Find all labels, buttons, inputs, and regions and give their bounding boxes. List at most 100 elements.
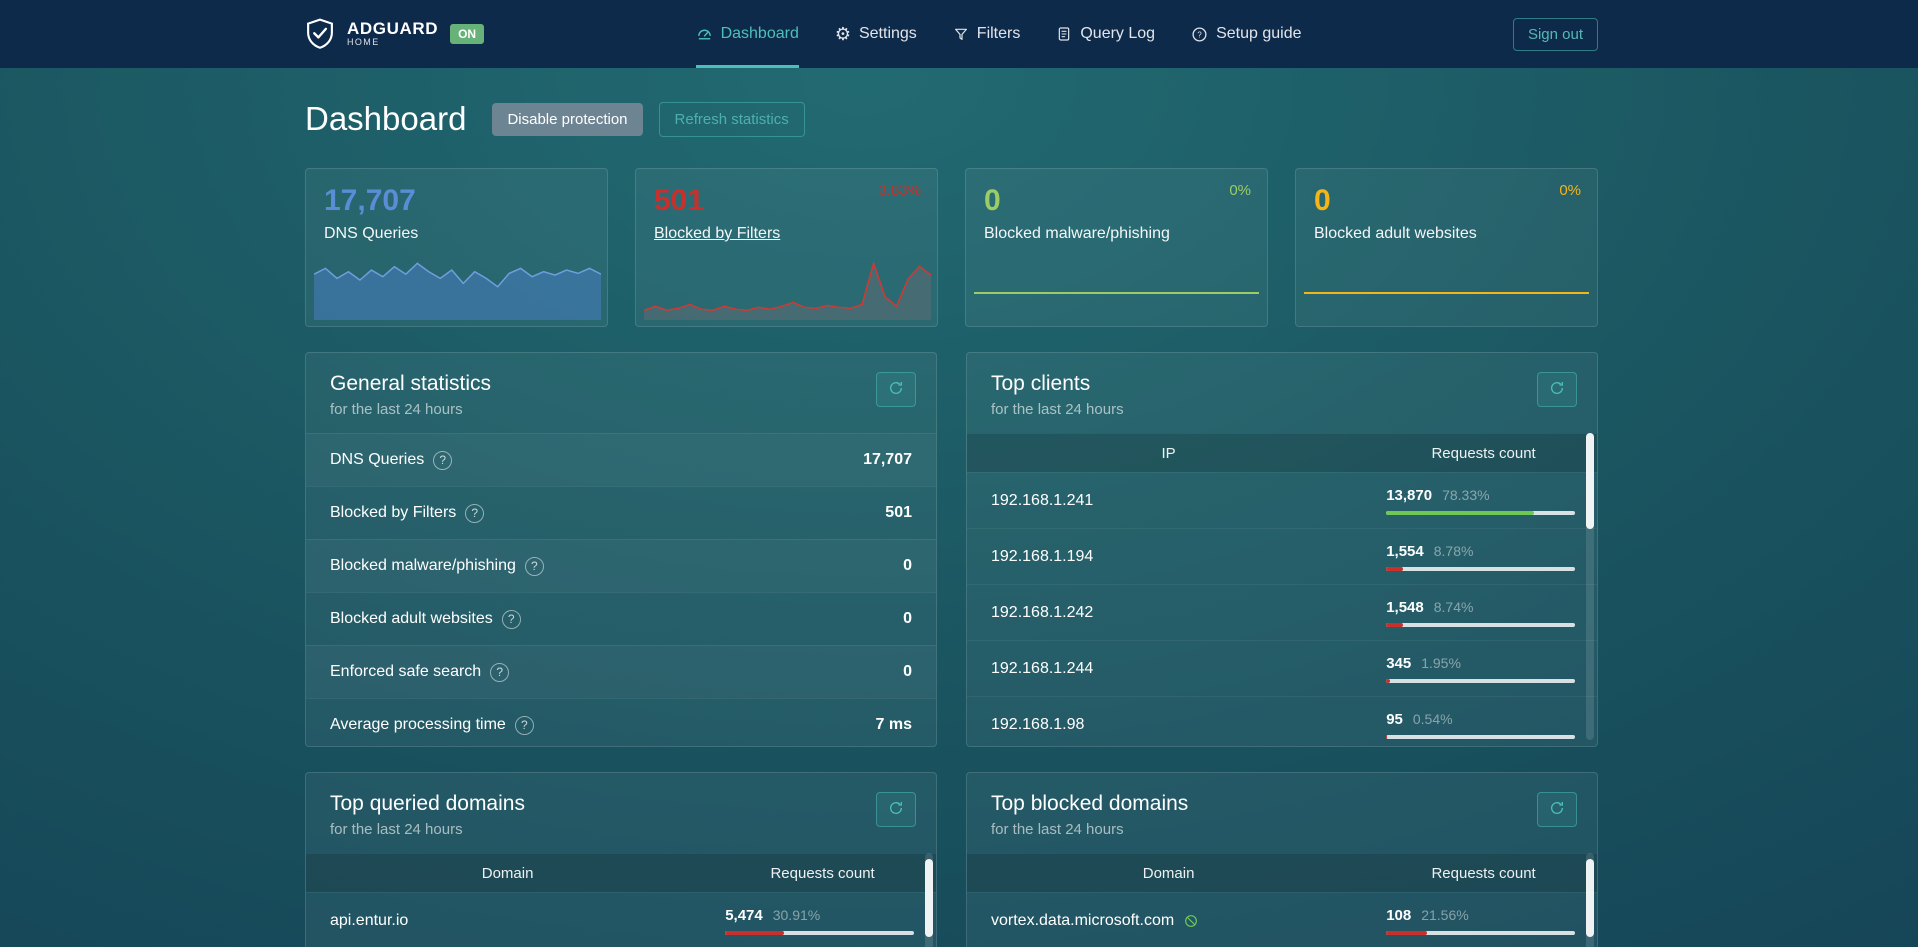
blocked-malware-label: Blocked malware/phishing — [984, 225, 1170, 242]
request-count: 108 — [1386, 906, 1412, 924]
block-toggle-icon[interactable] — [1183, 913, 1199, 929]
column-ip: IP — [1161, 444, 1176, 462]
client-ip[interactable]: 192.168.1.194 — [991, 547, 1094, 565]
nav-label: Query Log — [1080, 25, 1156, 42]
stat-card-blocked-malware: 0% 0 Blocked malware/phishing — [965, 168, 1268, 327]
nav-item-setup-guide[interactable]: ? Setup guide — [1191, 0, 1301, 68]
nav-menu: Dashboard ⚙ Settings Filters Query Log — [695, 0, 1301, 68]
settings-icon: ⚙ — [834, 24, 851, 44]
help-icon[interactable]: ? — [514, 715, 534, 735]
progress-bar — [725, 930, 914, 935]
panel-title: Top clients — [991, 372, 1091, 395]
blocked-filters-percent: 3.83% — [878, 182, 921, 199]
top-clients-panel: Top clients for the last 24 hours IP Req… — [966, 352, 1598, 747]
help-icon[interactable]: ? — [501, 609, 521, 629]
help-icon[interactable]: ? — [524, 556, 544, 576]
client-ip[interactable]: 192.168.1.244 — [991, 659, 1094, 677]
nav-item-settings[interactable]: ⚙ Settings — [835, 0, 917, 68]
stat-label: Blocked by Filters — [330, 504, 457, 521]
panel-title: General statistics — [330, 372, 492, 395]
domain-name[interactable]: api.entur.io — [330, 911, 409, 929]
column-domain: Domain — [481, 864, 534, 882]
refresh-panel-button[interactable] — [1537, 792, 1577, 827]
stat-row-dns-queries: DNS Queries? 17,707 — [306, 433, 936, 486]
request-count: 1,548 — [1386, 598, 1424, 616]
request-count: 13,870 — [1386, 486, 1433, 504]
table-row: 192.168.1.244 345 1.95% — [967, 640, 1597, 696]
brand-name: ADGUARD — [347, 19, 439, 39]
refresh-panel-button[interactable] — [876, 792, 916, 827]
column-domain: Domain — [1142, 864, 1195, 882]
refresh-panel-button[interactable] — [1537, 372, 1577, 407]
stat-row-blocked-malware: Blocked malware/phishing? 0 — [306, 539, 936, 592]
domain-name[interactable]: vortex.data.microsoft.com — [967, 912, 1370, 930]
protection-on-badge: ON — [450, 24, 485, 44]
table-row: 192.168.1.194 1,554 8.78% — [967, 528, 1597, 584]
disable-protection-button[interactable]: Disable protection — [492, 102, 643, 136]
progress-bar — [1386, 734, 1575, 739]
nav-label: Settings — [858, 25, 917, 42]
table-header: Domain Requests count — [306, 853, 936, 892]
top-clients-rows: 192.168.1.241 13,870 78.33% 192.168.1.194… — [967, 472, 1597, 746]
general-statistics-rows: DNS Queries? 17,707 Blocked by Filters? … — [306, 433, 936, 746]
nav-item-dashboard[interactable]: Dashboard — [695, 0, 799, 68]
stat-row-processing-time: Average processing time? 7 ms — [306, 698, 936, 746]
domain-label: vortex.data.microsoft.com — [991, 911, 1175, 929]
client-ip[interactable]: 192.168.1.98 — [991, 715, 1085, 733]
blocked-adult-percent: 0% — [1559, 182, 1581, 199]
dashboard-icon — [696, 26, 713, 43]
help-icon[interactable]: ? — [433, 450, 453, 470]
client-ip[interactable]: 192.168.1.242 — [991, 603, 1094, 621]
scrollbar[interactable] — [1586, 433, 1594, 740]
column-requests: Requests count — [1431, 444, 1536, 462]
blocked-filters-link[interactable]: Blocked by Filters — [654, 225, 781, 242]
refresh-panel-button[interactable] — [876, 372, 916, 407]
stat-card-blocked-filters: 3.83% 501 Blocked by Filters — [635, 168, 938, 327]
scrollbar[interactable] — [925, 853, 933, 947]
stat-row-blocked-filters: Blocked by Filters? 501 — [306, 486, 936, 539]
stat-value: 17,707 — [863, 451, 912, 468]
stat-value: 0 — [903, 663, 912, 680]
refresh-icon — [888, 380, 904, 399]
panel-subtitle: for the last 24 hours — [330, 401, 463, 418]
panel-subtitle: for the last 24 hours — [330, 821, 463, 838]
sign-out-button[interactable]: Sign out — [1512, 17, 1598, 51]
refresh-statistics-button[interactable]: Refresh statistics — [658, 101, 805, 137]
scrollbar-thumb[interactable] — [1586, 433, 1594, 529]
stat-label: DNS Queries — [330, 451, 425, 468]
scrollbar-thumb[interactable] — [1586, 859, 1594, 937]
stat-card-dns-queries: 17,707 DNS Queries — [305, 168, 608, 327]
general-statistics-panel: General statistics for the last 24 hours… — [305, 352, 937, 747]
nav-item-query-log[interactable]: Query Log — [1056, 0, 1155, 68]
refresh-icon — [1549, 380, 1565, 399]
panel-subtitle: for the last 24 hours — [991, 401, 1124, 418]
nav-label: Filters — [976, 25, 1021, 42]
table-row: vortex.data.microsoft.com 108 21.56% — [967, 892, 1597, 947]
scrollbar-thumb[interactable] — [925, 859, 933, 937]
panel-title: Top queried domains — [330, 792, 525, 815]
client-ip[interactable]: 192.168.1.241 — [991, 491, 1094, 509]
stat-value: 7 ms — [875, 716, 912, 733]
stat-value: 501 — [885, 504, 912, 521]
scrollbar[interactable] — [1586, 853, 1594, 947]
brand[interactable]: ADGUARD HOME ON — [305, 17, 485, 51]
table-header: IP Requests count — [967, 433, 1597, 472]
stat-value: 0 — [903, 557, 912, 574]
help-icon[interactable]: ? — [465, 503, 485, 523]
request-percent: 0.54% — [1412, 710, 1453, 727]
stat-row-safe-search: Enforced safe search? 0 — [306, 645, 936, 698]
request-percent: 1.95% — [1421, 654, 1461, 671]
request-count: 345 — [1386, 654, 1412, 672]
request-percent: 78.33% — [1442, 486, 1490, 503]
dns-queries-label: DNS Queries — [324, 225, 419, 242]
nav-item-filters[interactable]: Filters — [953, 0, 1021, 68]
help-icon[interactable]: ? — [490, 662, 510, 682]
panel-header: General statistics for the last 24 hours — [306, 353, 936, 433]
blocked-malware-value: 0 — [984, 184, 1001, 217]
refresh-icon — [888, 800, 904, 819]
request-percent: 8.74% — [1433, 598, 1474, 615]
stat-cards-row: 17,707 DNS Queries 3.83% 501 Blocked by … — [305, 168, 1598, 327]
blocked-malware-flatline — [974, 292, 1259, 294]
panel-subtitle: for the last 24 hours — [991, 821, 1124, 838]
table-row: 192.168.1.242 1,548 8.74% — [967, 584, 1597, 640]
